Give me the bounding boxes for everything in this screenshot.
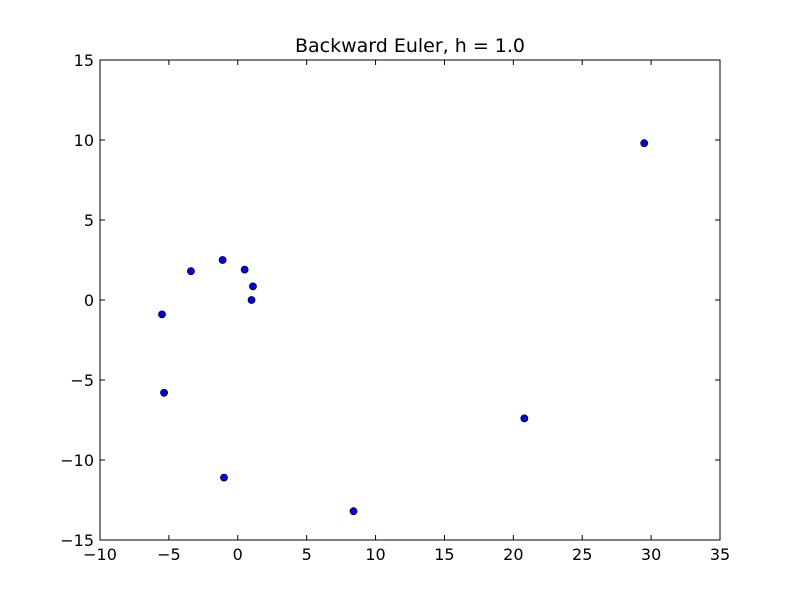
- chart-title: Backward Euler, h = 1.0: [295, 35, 525, 57]
- data-point: [520, 414, 529, 423]
- data-point: [349, 507, 358, 516]
- data-point: [218, 256, 227, 264]
- data-point: [158, 310, 166, 319]
- y-axis: −15 −10 −5 0 5 10 15: [60, 51, 720, 550]
- data-points: [158, 139, 649, 516]
- y-tick-label: 10: [74, 131, 94, 150]
- x-tick-label: −10: [83, 545, 117, 564]
- y-tick-label: 5: [84, 211, 94, 230]
- data-point: [220, 473, 228, 482]
- x-tick-label: 5: [302, 545, 312, 564]
- data-point: [247, 296, 256, 304]
- y-tick-label: −10: [60, 451, 94, 470]
- y-tick-label: −15: [60, 531, 94, 550]
- x-axis: −10 −5 0 5 10 15 20 25 30 35: [83, 60, 730, 564]
- x-tick-label: −5: [157, 545, 181, 564]
- x-tick-label: 0: [233, 545, 243, 564]
- data-point: [240, 265, 249, 274]
- y-tick-label: 0: [84, 291, 94, 310]
- y-tick-label: −5: [70, 371, 94, 390]
- data-point: [249, 282, 257, 291]
- plot-area: [99, 59, 721, 541]
- x-tick-label: 10: [365, 545, 385, 564]
- data-point: [160, 388, 168, 397]
- data-point: [640, 139, 649, 148]
- y-tick-label: 15: [74, 51, 94, 70]
- x-tick-label: 20: [503, 545, 523, 564]
- x-tick-label: 30: [641, 545, 661, 564]
- data-point: [187, 267, 195, 276]
- x-tick-label: 15: [434, 545, 454, 564]
- x-tick-label: 35: [710, 545, 730, 564]
- x-tick-label: 25: [572, 545, 592, 564]
